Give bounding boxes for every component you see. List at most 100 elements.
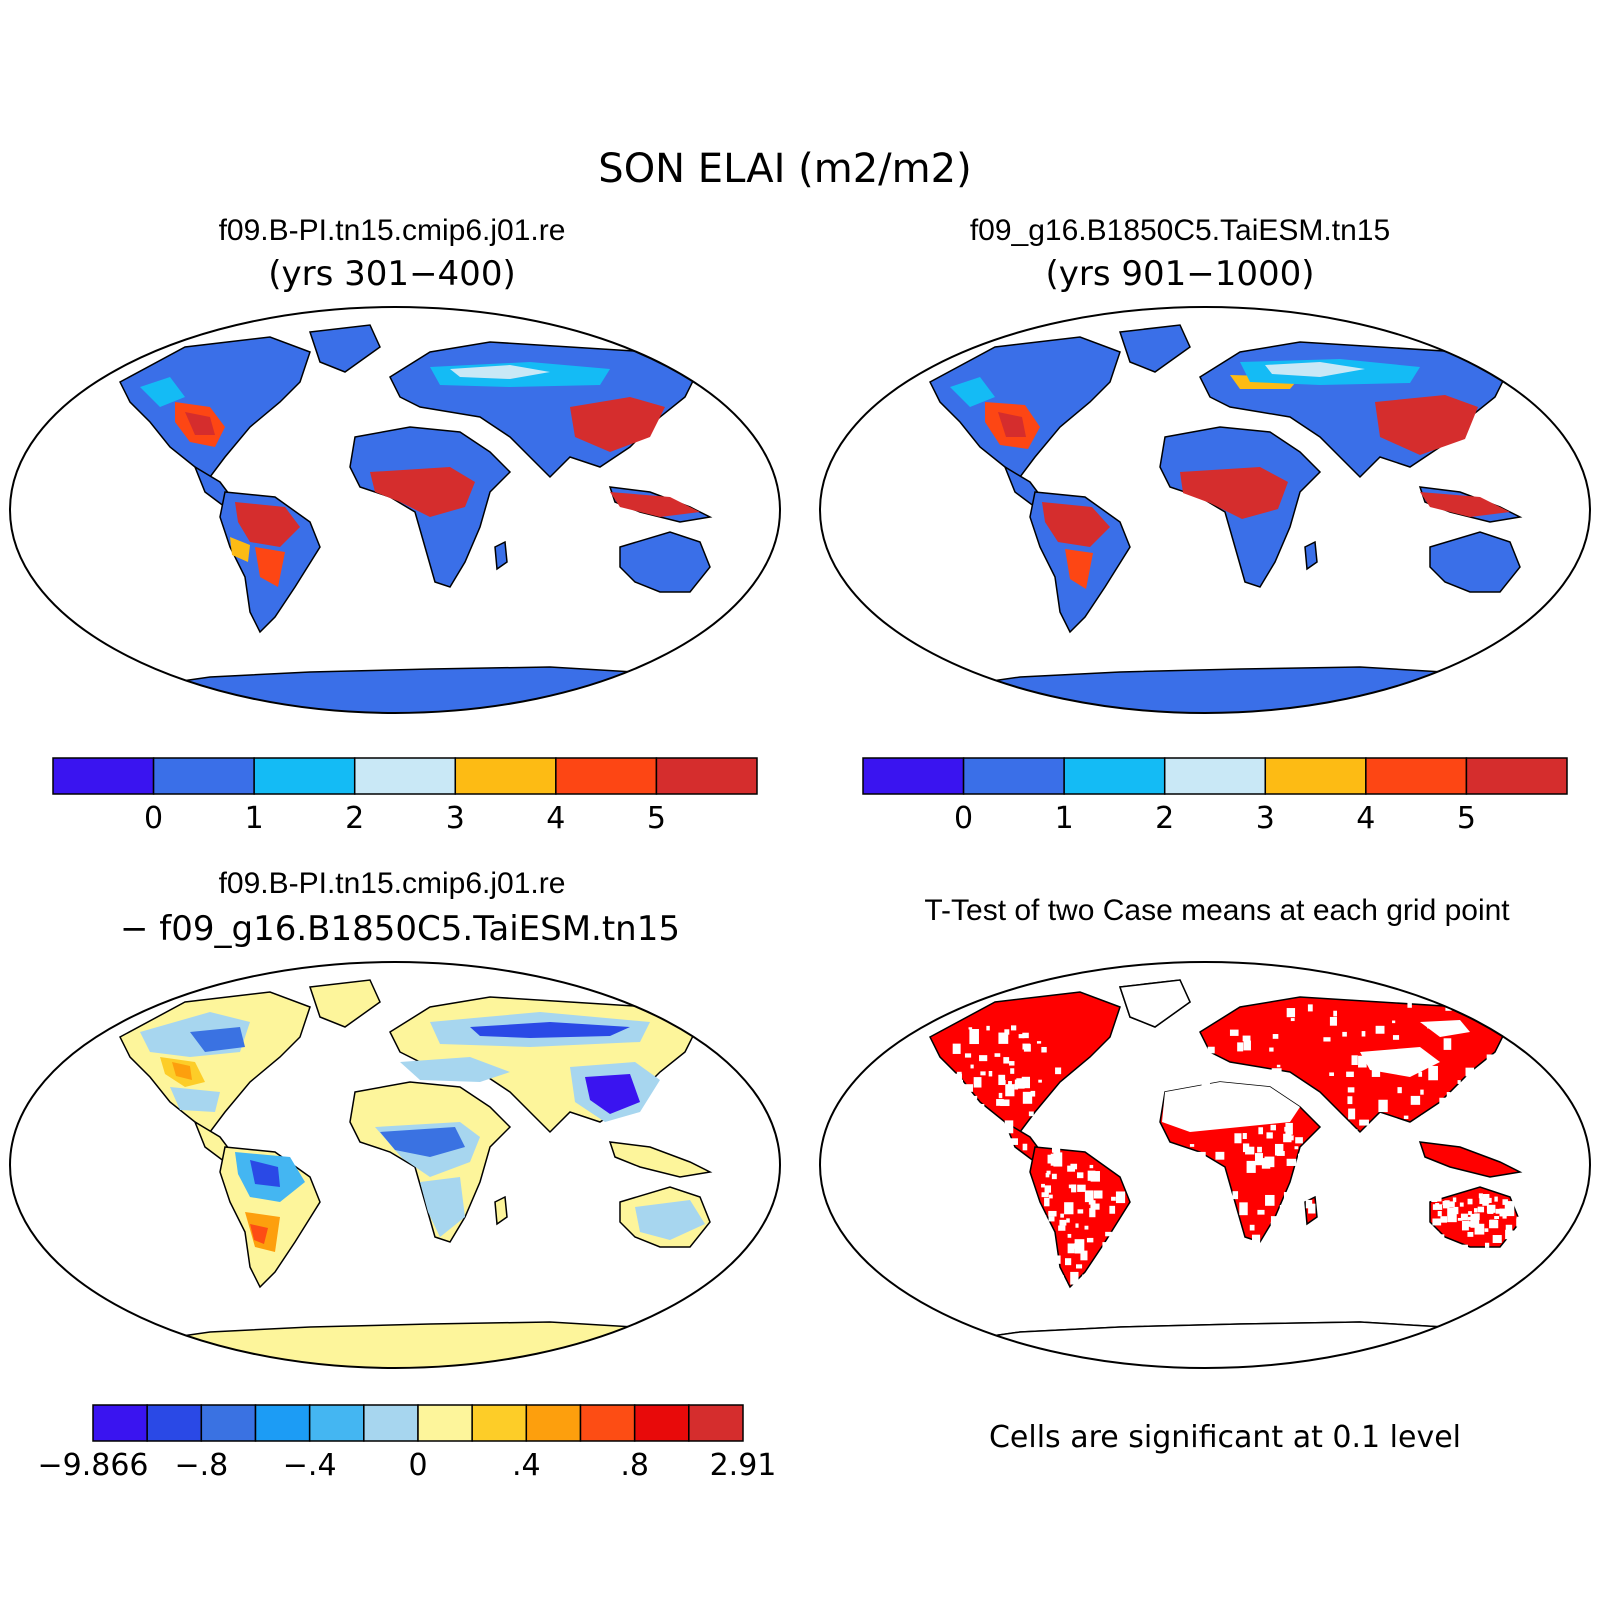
non-significant-cell: [1055, 1094, 1059, 1098]
non-significant-cell: [1435, 1231, 1439, 1237]
non-significant-cell: [1348, 1108, 1356, 1120]
non-significant-cell: [1018, 1034, 1025, 1039]
non-significant-cell: [1285, 1213, 1295, 1229]
colorbar-case1: 0 1 2 3 4 5: [52, 757, 758, 836]
non-significant-cell: [1055, 1067, 1062, 1075]
non-significant-cell: [1276, 1150, 1285, 1156]
non-significant-cell: [1009, 1160, 1018, 1172]
non-significant-cell: [1059, 1219, 1067, 1226]
non-significant-cell: [1342, 1122, 1351, 1128]
non-significant-cell: [1009, 1138, 1018, 1145]
non-significant-cell: [1270, 1216, 1278, 1224]
non-significant-cell: [972, 1095, 978, 1100]
non-significant-cell: [1067, 1233, 1072, 1238]
non-significant-cell: [1086, 1237, 1094, 1243]
non-significant-cell: [1283, 1192, 1294, 1200]
non-significant-cell: [1504, 1201, 1515, 1217]
non-significant-cell: [999, 1125, 1006, 1134]
non-significant-cell: [996, 1099, 1004, 1106]
non-significant-cell: [1041, 1046, 1047, 1053]
non-significant-cell: [1084, 1190, 1094, 1203]
non-significant-cell: [1503, 1002, 1508, 1008]
non-significant-cell: [1004, 1120, 1014, 1134]
non-significant-cell: [1115, 1191, 1126, 1204]
non-significant-cell: [1269, 1047, 1274, 1052]
non-significant-cell: [964, 1123, 972, 1135]
panel-case2-title: f09_g16.B1850C5.TaiESM.tn15: [970, 214, 1390, 247]
non-significant-cell: [1207, 1046, 1215, 1054]
non-significant-cell: [1279, 1204, 1287, 1213]
colorbar-case1-labels: 0 1 2 3 4 5: [144, 801, 666, 836]
non-significant-cell: [1432, 1204, 1443, 1210]
non-significant-cell: [979, 1055, 988, 1062]
non-significant-cell: [980, 1103, 985, 1110]
non-significant-cell: [1494, 1216, 1500, 1220]
non-significant-cell: [998, 1074, 1006, 1086]
non-significant-cell: [1329, 1016, 1337, 1026]
non-significant-cell: [1482, 1193, 1490, 1204]
non-significant-cell: [1271, 1223, 1282, 1232]
colorbar-case2-tick-label: 0: [954, 801, 973, 836]
colorbar-case1-swatch: [655, 757, 758, 795]
non-significant-cell: [1022, 1043, 1031, 1050]
colorbar-case2-swatch: [1264, 757, 1367, 795]
non-significant-cell: [1000, 1099, 1010, 1107]
non-significant-cell: [1295, 1183, 1302, 1187]
non-significant-cell: [1197, 1174, 1207, 1182]
colorbar-diff-tick-label: 2.91: [710, 1448, 777, 1483]
panel-case1-title: f09.B-PI.tn15.cmip6.j01.re: [219, 214, 566, 247]
non-significant-cell: [1435, 1195, 1442, 1202]
non-significant-cell: [1106, 1249, 1115, 1259]
non-significant-cell: [1347, 1096, 1353, 1105]
non-significant-cell: [1048, 1210, 1057, 1217]
non-significant-cell: [998, 1092, 1003, 1099]
non-significant-cell: [1467, 1076, 1473, 1080]
non-significant-cell: [1106, 1279, 1115, 1287]
non-significant-cell: [1465, 1067, 1475, 1077]
colorbar-case2: 0 1 2 3 4 5: [862, 757, 1568, 836]
non-significant-cell: [1516, 1218, 1525, 1227]
non-significant-cell: [998, 1139, 1005, 1146]
non-significant-cell: [1517, 1239, 1521, 1244]
non-significant-cell: [1245, 1146, 1255, 1155]
non-significant-cell: [1457, 1217, 1463, 1221]
non-significant-cell: [1459, 1202, 1464, 1207]
non-significant-cell: [1439, 1097, 1448, 1104]
non-significant-cell: [1494, 1196, 1498, 1202]
non-significant-cell: [1271, 1068, 1282, 1075]
non-significant-cell: [1201, 1077, 1210, 1088]
colorbar-case1-tick-label: 0: [144, 801, 163, 836]
non-significant-cell: [1410, 1095, 1421, 1105]
non-significant-cell: [1502, 1129, 1508, 1134]
non-significant-cell: [1022, 1032, 1029, 1039]
non-significant-cell: [1359, 1119, 1369, 1126]
colorbar-case2-tick-label: 4: [1356, 801, 1375, 836]
non-significant-cell: [1467, 1198, 1473, 1205]
non-significant-cell: [955, 1073, 962, 1084]
non-significant-cell: [1068, 1184, 1074, 1189]
non-significant-cell: [1067, 1165, 1076, 1172]
non-significant-cell: [1109, 1205, 1116, 1214]
non-significant-cell: [1046, 1170, 1051, 1175]
non-significant-cell: [1307, 1172, 1316, 1185]
non-significant-cell: [1009, 1061, 1015, 1066]
non-significant-cell: [952, 1043, 961, 1054]
non-significant-cell: [1284, 1126, 1291, 1132]
non-significant-cell: [1246, 1160, 1256, 1173]
non-significant-cell: [1211, 1178, 1218, 1185]
colorbar-case1-swatch: [152, 757, 255, 795]
non-significant-cell: [963, 1133, 974, 1142]
non-significant-cell: [979, 1155, 983, 1159]
colorbar-case1-swatches: [52, 757, 758, 795]
non-significant-cell: [1446, 1092, 1451, 1097]
non-significant-cell: [1242, 1035, 1251, 1042]
non-significant-cell: [1077, 1184, 1086, 1192]
non-significant-cell: [1518, 1210, 1529, 1220]
non-significant-cell: [1329, 1072, 1334, 1076]
colorbar-case2-swatches: [862, 757, 1568, 795]
colorbar-diff-swatch: [308, 1404, 365, 1442]
non-significant-cell: [1399, 1124, 1404, 1129]
colorbar-diff-swatch: [525, 1404, 582, 1442]
non-significant-cell: [1513, 1195, 1517, 1200]
non-significant-cell: [1470, 1213, 1480, 1228]
